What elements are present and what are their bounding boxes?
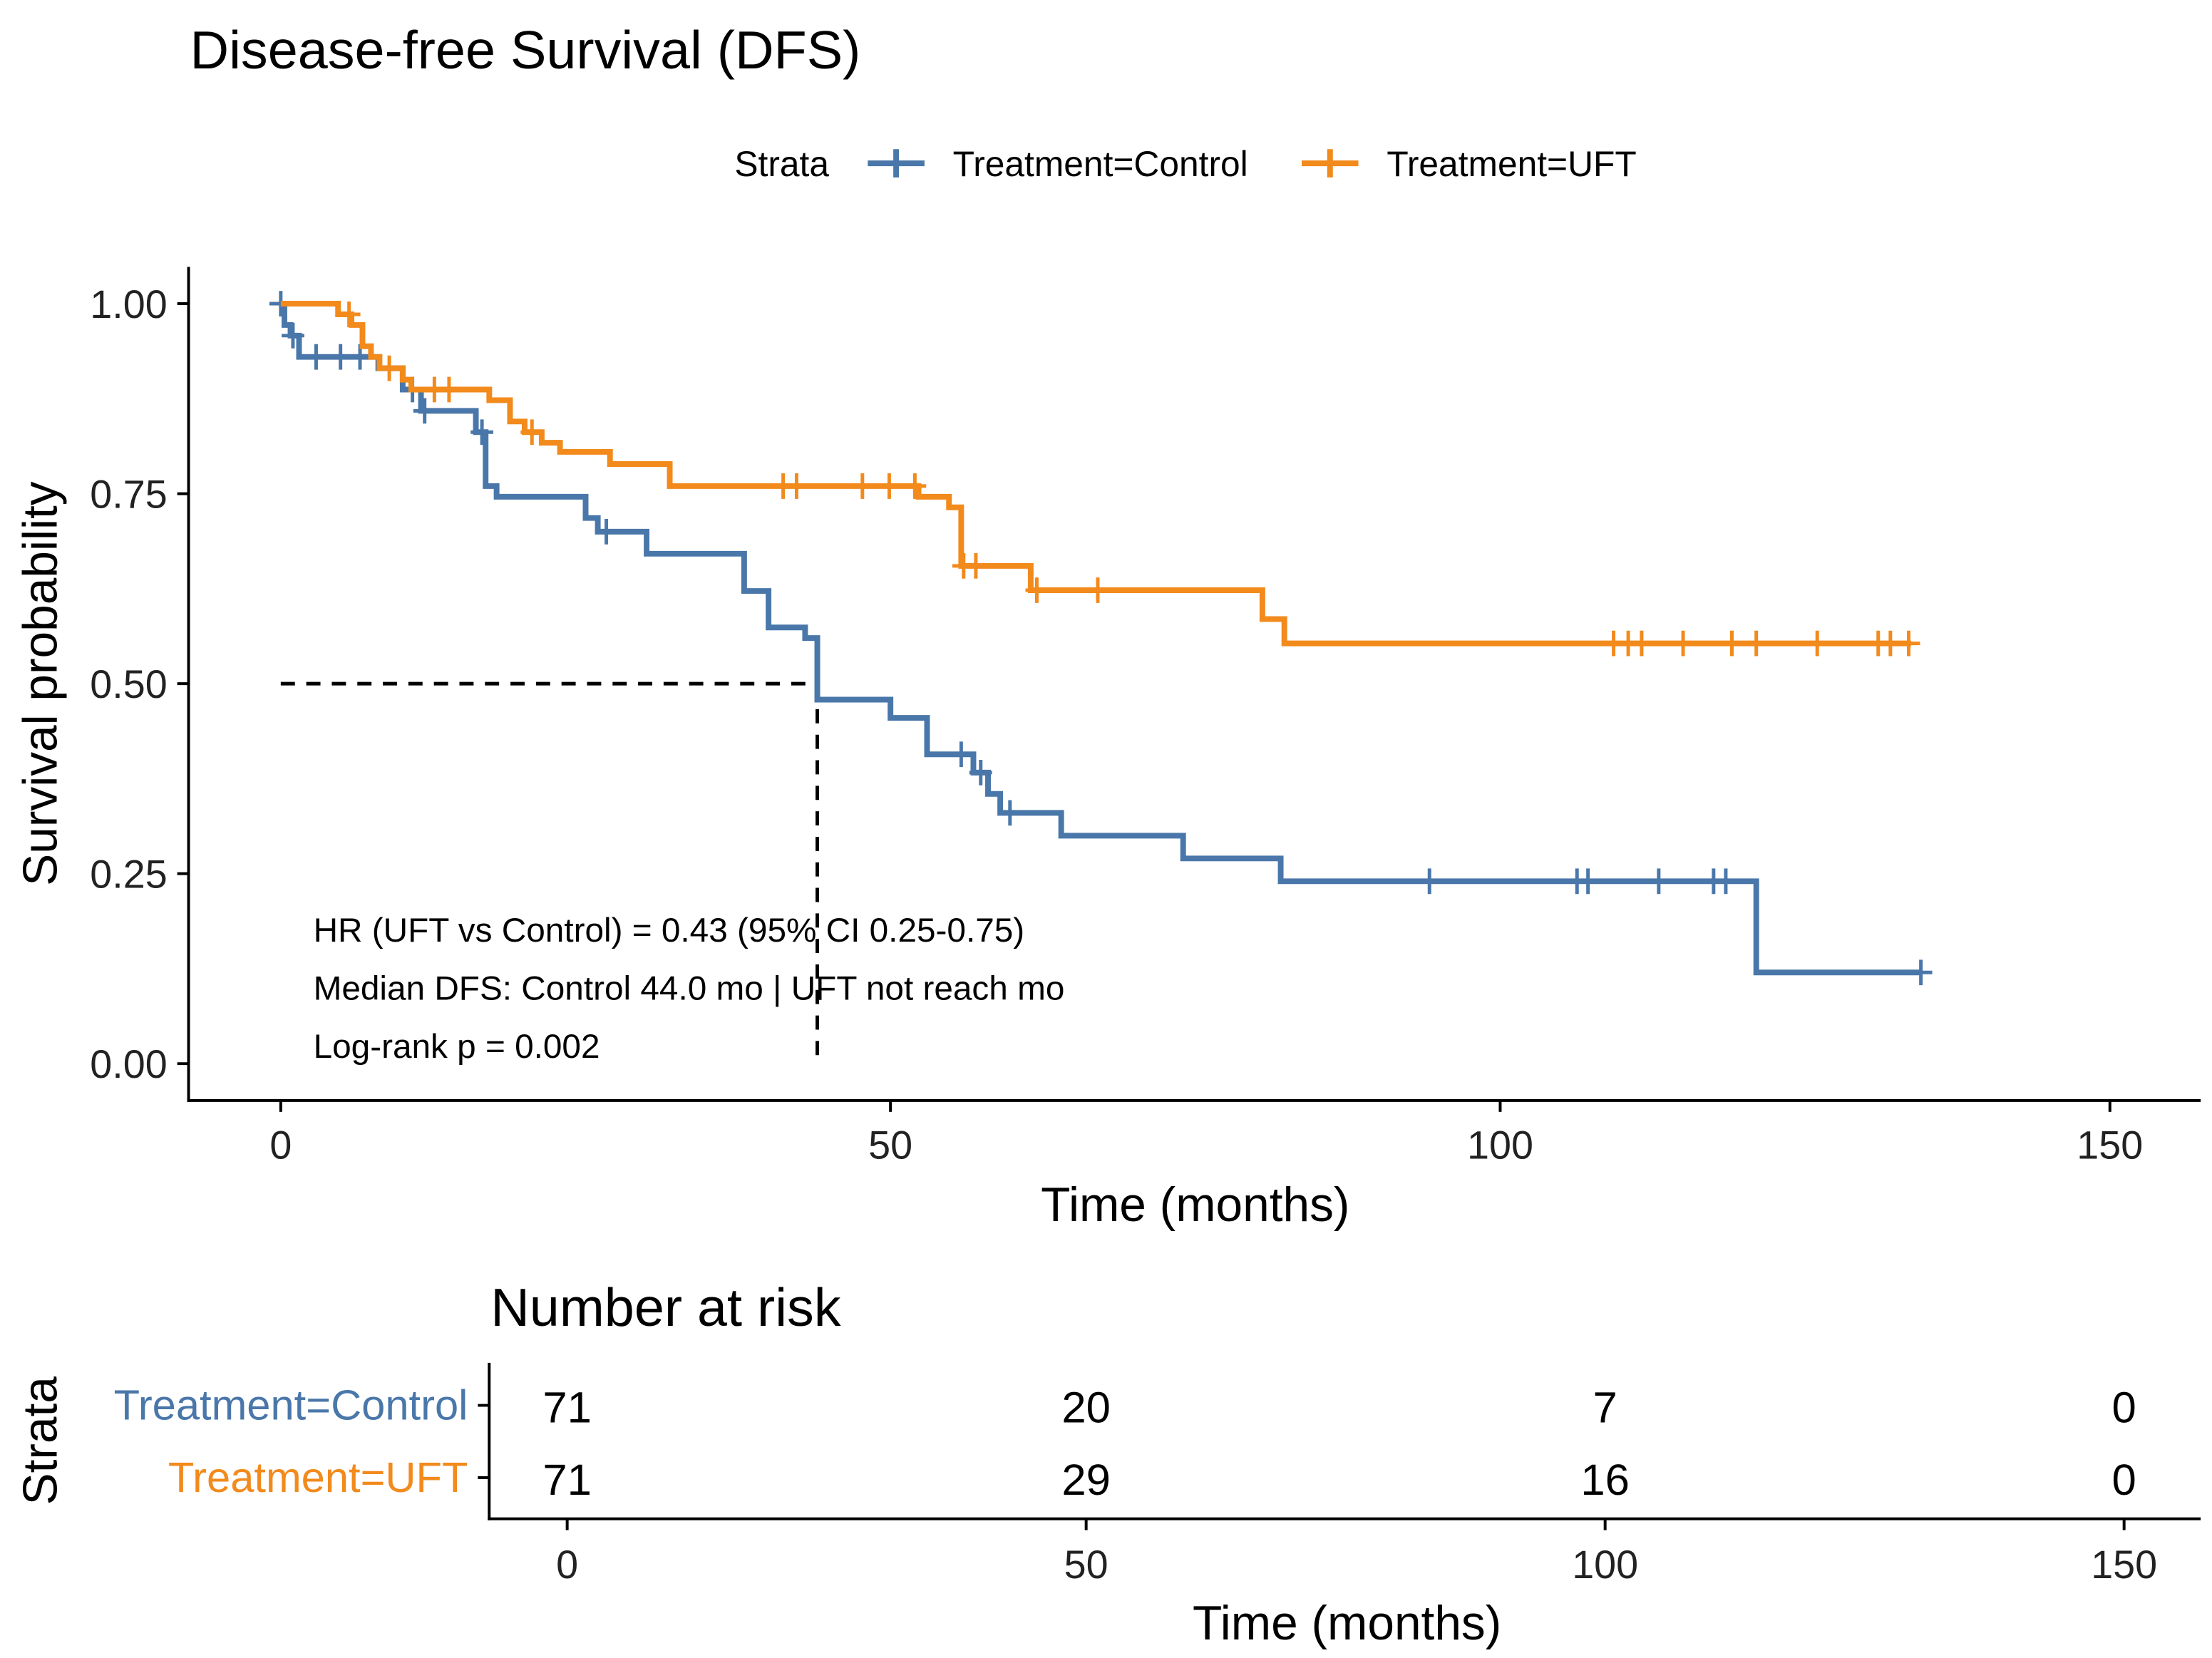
censor-mark-control (969, 759, 992, 786)
risk-x-tick-label: 0 (556, 1543, 578, 1587)
x-tick-label: 0 (269, 1123, 292, 1167)
legend-label-uft: Treatment=UFT (1387, 144, 1636, 184)
x-tick-label: 50 (868, 1123, 912, 1167)
legend-label-control: Treatment=Control (953, 144, 1248, 184)
risk-count-control: 20 (1061, 1383, 1111, 1432)
risk-count-control: 7 (1593, 1383, 1617, 1432)
risk-table: Number at risk Strata Time (months) Trea… (14, 1278, 2201, 1650)
censor-mark-uft (1672, 630, 1694, 656)
censor-mark-uft (1025, 577, 1049, 603)
censor-mark-uft (1897, 630, 1920, 656)
annotation-median: Median DFS: Control 44.0 mo | UFT not re… (314, 970, 1065, 1008)
censor-mark-control (1714, 868, 1737, 895)
censor-mark-uft (850, 473, 874, 499)
censor-mark-control (329, 344, 352, 370)
censor-mark-uft (1086, 577, 1109, 603)
y-axis-title: Survival probability (14, 481, 68, 886)
censor-mark-uft (964, 552, 987, 579)
censor-mark-uft (437, 376, 461, 403)
censor-mark-control (998, 800, 1022, 826)
censor-mark-control (470, 419, 494, 446)
annotation-block: HR (UFT vs Control) = 0.43 (95% CI 0.25-… (314, 912, 1065, 1066)
y-tick-label: 0.50 (90, 662, 167, 706)
risk-y-axis-title: Strata (14, 1376, 68, 1505)
risk-count-uft: 71 (542, 1456, 592, 1505)
risk-count-uft: 0 (2112, 1456, 2136, 1505)
censor-mark-uft (1630, 630, 1653, 656)
censor-mark-control (950, 741, 973, 768)
censor-mark-uft (1744, 630, 1768, 656)
y-tick-label: 0.75 (90, 472, 167, 516)
censor-mark-uft (337, 302, 361, 327)
chart-title: Disease-free Survival (DFS) (190, 21, 861, 81)
censor-mark-uft (785, 473, 808, 499)
y-tick-label: 0.00 (90, 1042, 167, 1086)
censor-mark-control (1418, 868, 1441, 895)
censor-mark-control (282, 322, 304, 349)
survival-curve-uft (280, 301, 1911, 647)
censor-mark-control (1647, 868, 1670, 895)
censor-mark-uft (878, 473, 901, 499)
risk-x-tick-label: 100 (1572, 1543, 1638, 1587)
x-tick-label: 150 (2077, 1123, 2143, 1167)
risk-table-title: Number at risk (490, 1278, 841, 1338)
annotation-logrank: Log-rank p = 0.002 (314, 1028, 600, 1066)
survival-curve-control (280, 301, 1921, 976)
risk-x-tick-label: 150 (2091, 1543, 2157, 1587)
legend-title: Strata (734, 144, 829, 184)
censor-mark-uft (903, 473, 927, 499)
legend-key-uft (1301, 149, 1359, 178)
censor-mark-uft (1806, 630, 1829, 656)
y-tick-label: 1.00 (90, 282, 167, 326)
risk-x-tick-label: 50 (1064, 1543, 1108, 1587)
y-tick-label: 0.25 (90, 853, 167, 897)
risk-row-label-uft: Treatment=UFT (168, 1453, 468, 1501)
x-tick-label: 100 (1467, 1123, 1533, 1167)
risk-count-control: 0 (2112, 1383, 2136, 1432)
censor-mark-control (595, 518, 618, 545)
annotation-hr: HR (UFT vs Control) = 0.43 (95% CI 0.25-… (314, 912, 1025, 949)
risk-count-control: 71 (542, 1383, 592, 1432)
censor-mark-control (304, 344, 328, 370)
risk-count-uft: 29 (1061, 1456, 1111, 1505)
censor-mark-uft (378, 355, 401, 381)
risk-x-axis-title: Time (months) (1193, 1597, 1501, 1650)
censor-mark-control (1909, 959, 1933, 986)
main-plot: 0 50 100 150 0.00 0.25 0.50 0.75 1.00 HR (UFT vs… (14, 267, 2201, 1232)
censor-mark-control (413, 398, 436, 424)
censor-mark-uft (520, 419, 544, 446)
risk-count-uft: 16 (1580, 1456, 1630, 1505)
legend: Strata Treatment=Control Treatment=UFT (734, 144, 1636, 184)
risk-row-label-control: Treatment=Control (114, 1381, 468, 1428)
x-axis-title: Time (months) (1041, 1178, 1349, 1232)
legend-key-control (868, 149, 925, 178)
censor-mark-control (1576, 868, 1600, 895)
censor-mark-uft (1720, 630, 1744, 656)
